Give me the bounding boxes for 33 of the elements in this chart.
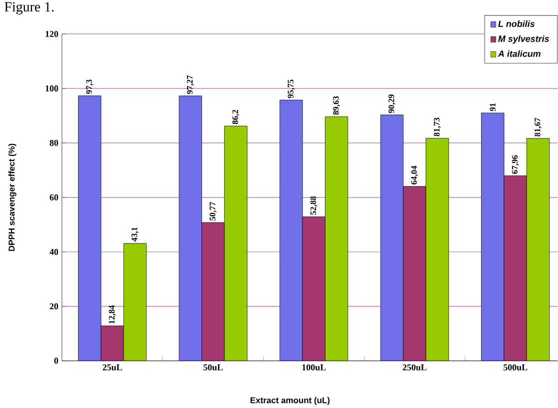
x-tick-label: 500uL <box>504 364 528 370</box>
data-label: 64,04 <box>411 166 418 184</box>
legend-label: L nobilis <box>498 20 535 27</box>
data-label: 67,96 <box>512 155 519 174</box>
x-tick-label: 250uL <box>402 364 426 370</box>
data-label: 81,67 <box>534 118 542 136</box>
data-label: 43,1 <box>132 227 138 242</box>
data-label: 12,84 <box>108 305 116 324</box>
data-label: 89,63 <box>333 96 340 115</box>
y-tick-label: 60 <box>50 194 58 200</box>
legend-label: M sylvestris <box>498 35 550 44</box>
y-tick-label: 20 <box>50 303 58 310</box>
data-label: 97,27 <box>186 75 194 94</box>
y-tick-label: 0 <box>54 358 58 364</box>
data-label: 90,29 <box>388 94 396 113</box>
data-label: 81,73 <box>434 118 441 136</box>
caption: Figure 1. <box>4 2 54 14</box>
legend-label: A italicum <box>498 50 540 57</box>
data-label: 97,3 <box>86 79 94 94</box>
y-axis-title: DPPH scavenger effect (%) <box>8 144 16 251</box>
data-label: 50,77 <box>210 202 217 220</box>
y-tick-label: 80 <box>50 140 58 146</box>
y-tick-label: 120 <box>46 30 58 37</box>
x-axis-title: Extract amount (uL) <box>250 396 330 405</box>
data-label: 95,75 <box>288 79 295 98</box>
x-tick-label: 25uL <box>102 364 122 370</box>
x-tick-label: 50uL <box>204 364 223 370</box>
x-tick-label: 100uL <box>302 364 326 370</box>
data-label: 52,88 <box>310 196 318 215</box>
y-tick-label: 100 <box>46 85 58 92</box>
y-tick-label: 40 <box>50 248 58 255</box>
data-label: 91 <box>490 103 496 111</box>
data-label: 86,2 <box>232 110 240 124</box>
